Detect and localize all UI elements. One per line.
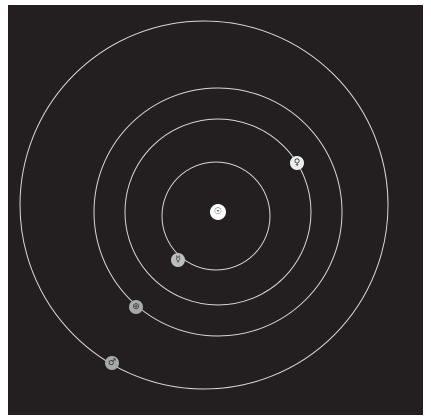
mars-disc [105, 356, 119, 370]
orbit [93, 87, 343, 337]
mercury-symbol: ☿ [175, 255, 181, 265]
sun-symbol: ☉ [214, 207, 222, 217]
orbit [124, 118, 312, 306]
orbit [19, 20, 389, 390]
mars: ♂ [105, 356, 119, 370]
sun-disc [210, 204, 226, 220]
earth-symbol: ⊕ [132, 302, 140, 312]
mercury: ☿ [171, 253, 185, 267]
mars-symbol: ♂ [108, 358, 116, 368]
mercury-disc [171, 253, 185, 267]
venus: ♀ [290, 156, 304, 170]
earth-disc [129, 300, 143, 314]
venus-disc [290, 156, 304, 170]
sun: ☉ [210, 204, 226, 220]
venus-symbol: ♀ [294, 158, 301, 168]
orbit [161, 161, 271, 271]
earth: ⊕ [129, 300, 143, 314]
